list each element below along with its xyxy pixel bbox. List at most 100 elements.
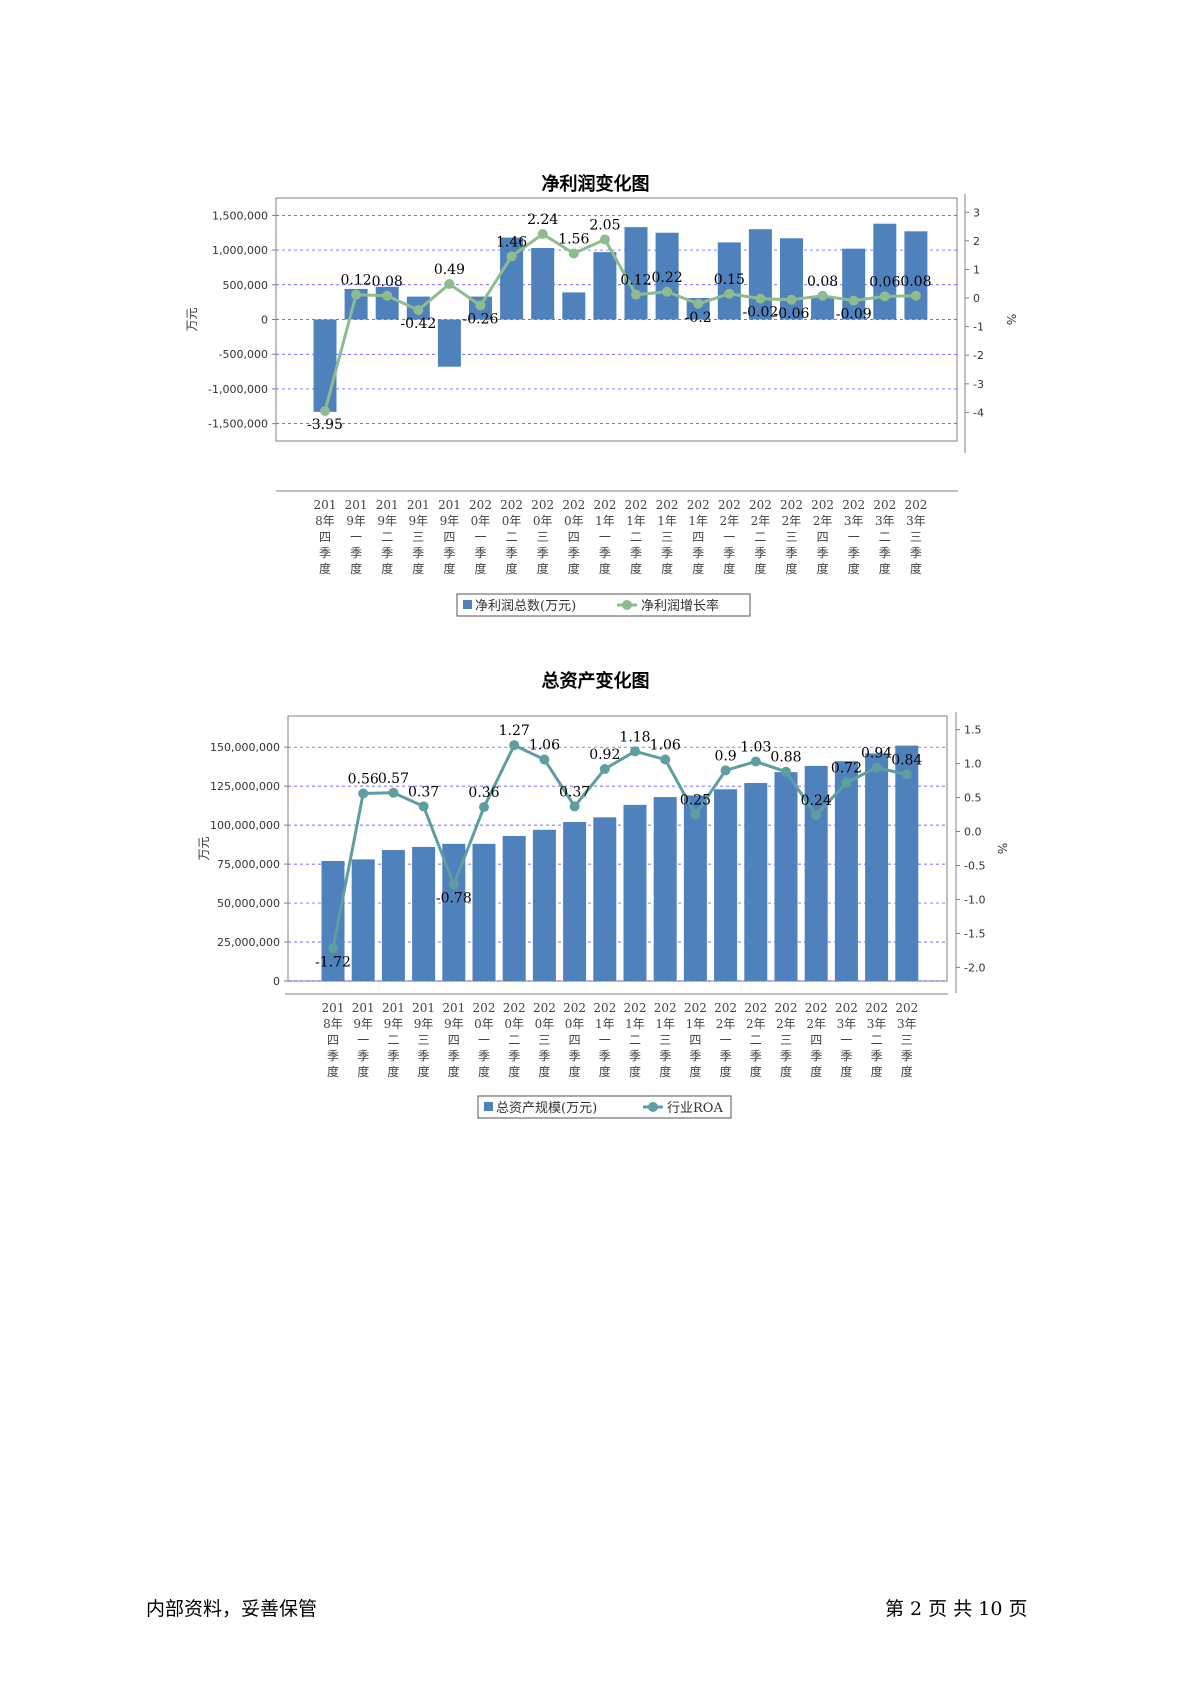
line-point [569,801,580,812]
data-label: 2.05 [589,217,620,233]
line-point [811,810,822,821]
bar [895,745,919,981]
net-profit-chart: 净利润变化图 -1,500,000 -1,000,000 -500,000 0 500,… [0,160,1191,630]
x-tick-label: 度 [910,561,922,576]
x-tick-label: 201 [376,498,399,512]
x-tick-label: 二 [630,530,642,544]
x-tick-label: 季 [692,546,704,560]
y-tick-label: 500,000 [223,279,269,292]
line-point [879,291,890,302]
x-tick-label: 季 [910,546,922,560]
bar [351,859,375,981]
x-tick-label: 度 [780,1064,792,1079]
data-label: 0.49 [434,262,465,278]
line-point [413,305,424,316]
data-label: 0.12 [341,273,372,289]
y2-tick-label: -1.5 [964,927,985,940]
x-tick-label: 1年 [686,1017,706,1031]
x-tick-label: 季 [817,546,829,560]
net-profit-chart-svg: -1,500,000 -1,000,000 -500,000 0 500,000 1,00… [185,194,1018,617]
line-point [358,788,369,799]
x-tick-label: 9年 [384,1017,404,1031]
bar [904,231,928,320]
x-tick-label: 度 [319,561,331,576]
data-label: -3.95 [307,417,343,433]
x-tick-label: 三 [418,1033,430,1047]
x-tick-label: 季 [538,1049,550,1063]
bar [313,319,337,412]
y-tick-label: -1,000,000 [208,383,268,396]
y2-tick-label: 2 [973,235,980,248]
data-label: 0.08 [372,274,403,290]
bar [442,843,466,981]
bar [531,247,555,320]
x-tick-label: 202 [563,1001,586,1015]
y2-tick-label: 1.0 [964,758,982,771]
line-point [479,802,489,813]
x-tick-label: 四 [443,530,455,544]
x-tick-label: 1年 [595,514,615,528]
y2-tick-label: 0.0 [964,826,982,839]
x-tick-label: 1年 [595,1017,615,1031]
x-tick-label: 9年 [414,1017,434,1031]
line-point [351,289,362,300]
y2-tick-label: 1.5 [964,724,982,737]
x-tick-label: 季 [599,1049,611,1063]
y2-axis-label: % [995,843,1009,854]
line-point [320,405,330,416]
x-tick-label: 季 [750,1049,762,1063]
bar [744,783,768,981]
line-point [662,286,673,297]
x-tick-label: 度 [387,1064,399,1079]
data-label: -0.09 [836,307,872,323]
x-tick-label: 二 [508,1033,520,1047]
x-tick-label: 季 [319,546,331,560]
x-tick-label: 度 [508,1064,520,1079]
bar [624,227,648,320]
x-tick-label: 一 [723,530,735,544]
x-tick-label: 202 [865,1001,888,1015]
x-tick-label: 3年 [837,1017,857,1031]
x-tick-label: 202 [873,498,896,512]
y-tick-label: 150,000,000 [210,741,280,754]
x-tick-label: 四 [810,1033,822,1047]
bar [321,860,345,981]
x-tick-label: 一 [350,530,362,544]
x-tick-label: 四 [568,530,580,544]
x-tick-label: 201 [382,1001,405,1015]
line-point [848,295,859,306]
x-tick-label: 季 [448,1049,460,1063]
y2-tick-label: 1 [973,263,980,276]
bar [562,292,586,320]
x-tick-label: 202 [714,1001,737,1015]
x-tick-label: 季 [780,1049,792,1063]
x-tick-label: 202 [842,498,865,512]
x-tick-label: 2年 [813,514,833,528]
x-tick-label: 202 [562,498,585,512]
line-point [631,289,641,300]
x-tick-label: 202 [805,1001,828,1015]
x-tick-label: 季 [506,546,518,560]
y2-tick-label: -2 [973,349,984,362]
line-point [750,756,761,767]
x-tick-label: 季 [901,1049,913,1063]
line-point [630,746,640,757]
total-assets-chart-svg: 0 25,000,000 50,000,000 75,000,000 100,000,0… [197,712,1009,1119]
x-tick-label: 度 [412,561,424,576]
bar [774,772,798,981]
x-tick-label: 度 [840,1064,852,1079]
y-tick-label: 100,000,000 [210,819,280,832]
x-tick-label: 季 [568,546,580,560]
x-tick-label: 二 [506,530,518,544]
x-tick-label: 季 [720,1049,732,1063]
chart-title: 净利润变化图 [541,174,650,195]
line-point [537,229,548,240]
x-tick-label: 202 [811,498,834,512]
x-tick-label: 度 [871,1064,883,1079]
y2-tick-label: 3 [973,206,980,219]
x-tick-label: 季 [478,1049,490,1063]
y-tick-label: 0 [273,975,280,988]
x-tick-label: 二 [750,1033,762,1047]
data-label: 0.57 [378,771,409,787]
legend-box [456,593,751,617]
